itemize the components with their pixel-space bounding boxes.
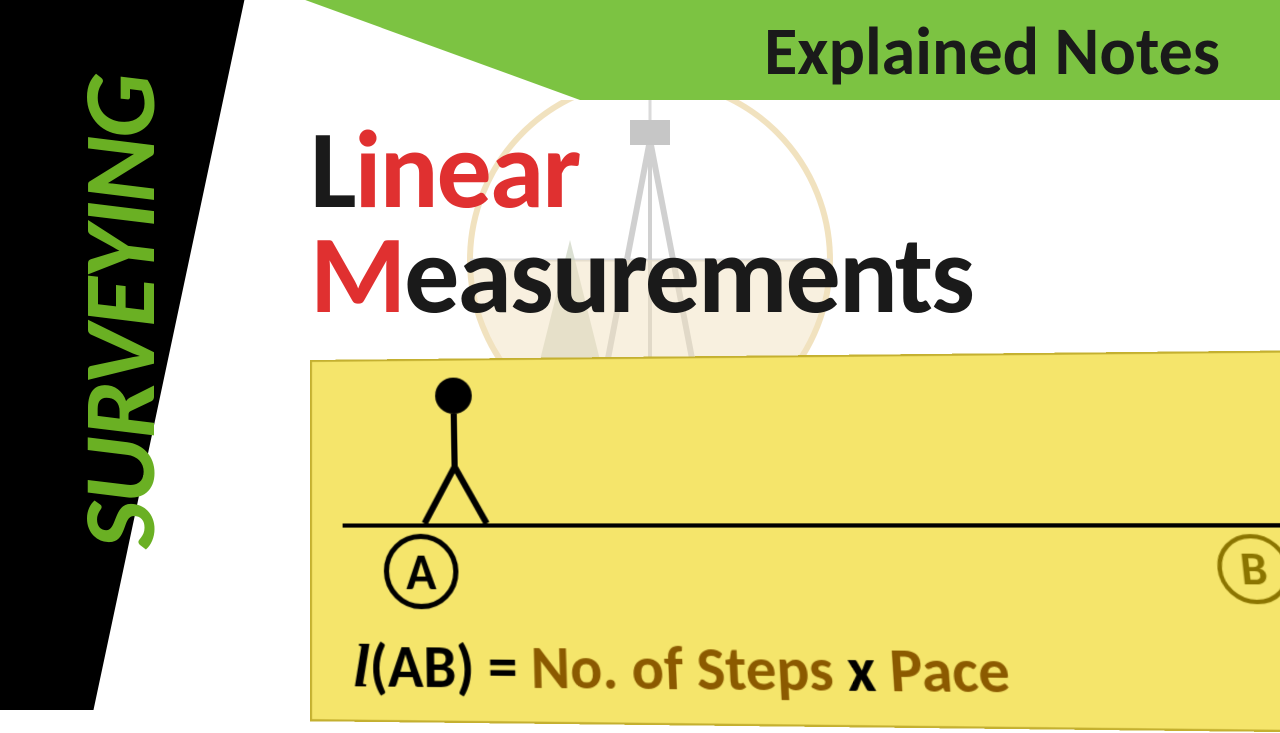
- formula-eq: =: [474, 632, 532, 706]
- title-easurements: easurements: [404, 207, 973, 342]
- formula-l: l: [353, 634, 370, 700]
- sidebar-text-container: SURVEYING: [0, 0, 260, 710]
- formula-x: x: [831, 634, 892, 709]
- point-b-marker: B: [1214, 534, 1280, 604]
- stick-figure-icon: [408, 375, 503, 528]
- point-a-marker: A: [384, 534, 460, 610]
- category-label: SURVEYING: [58, 0, 182, 667]
- diagram-box: A B l(AB) = No. of Steps x Pace: [310, 350, 1280, 733]
- top-banner: Explained Notes: [280, 0, 1280, 100]
- title-m: M: [310, 207, 404, 342]
- main-title: Linear Measurements: [310, 115, 973, 330]
- banner-title: Explained Notes: [764, 10, 1220, 93]
- formula-pace: Pace: [887, 634, 1012, 710]
- formula-ab: (AB): [369, 631, 475, 705]
- formula-steps: No. of Steps: [530, 632, 836, 708]
- formula-text: l(AB) = No. of Steps x Pace: [353, 631, 1012, 710]
